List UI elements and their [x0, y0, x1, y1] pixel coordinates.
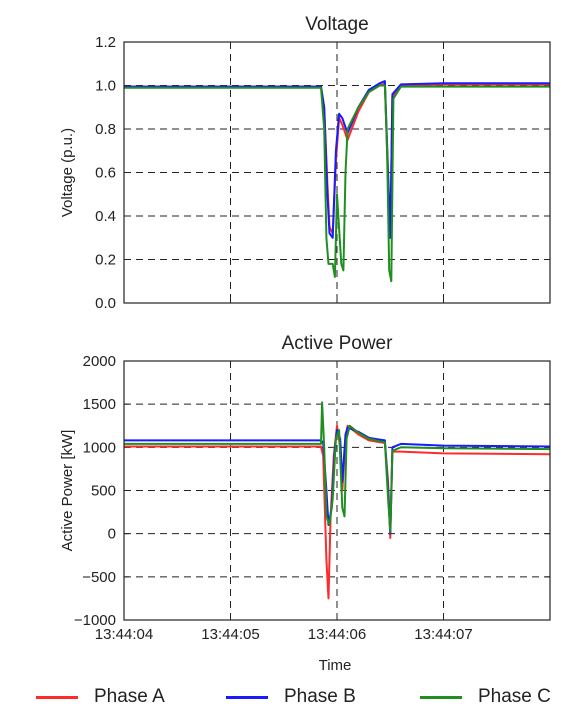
voltage-plot-frame — [123, 41, 551, 304]
legend-label-phase-a: Phase A — [94, 686, 165, 707]
voltage-ytick-label: 1.2 — [95, 34, 116, 51]
voltage-ytick-label: 0.6 — [95, 165, 116, 182]
legend-swatch-phase-c — [420, 695, 462, 699]
active-power-ytick-label: 1500 — [83, 396, 116, 413]
voltage-series-phase-c — [124, 84, 550, 283]
active-power-ytick-label: 500 — [91, 483, 116, 500]
voltage-ytick-label: 0.0 — [95, 295, 116, 312]
legend-label-phase-c: Phase C — [478, 686, 551, 707]
voltage-title: Voltage — [305, 14, 368, 35]
active-power-xtick-label: 13:44:06 — [308, 626, 366, 643]
legend-label-phase-b: Phase B — [284, 686, 356, 707]
voltage-ytick-label: 1.0 — [95, 78, 116, 95]
legend-swatch-phase-a — [36, 695, 78, 699]
active-power-ytick-label: 1000 — [83, 439, 116, 456]
active-power-xtick-label: 13:44:05 — [201, 626, 259, 643]
active-power-title: Active Power — [282, 333, 394, 354]
active-power-ytick-label: −1000 — [74, 612, 116, 629]
active-power-ytick-label: −500 — [82, 569, 116, 586]
voltage-ytick-label: 0.2 — [95, 252, 116, 269]
active-power-ytick-label: 2000 — [83, 353, 116, 370]
active-power-ytick-label: 0 — [108, 526, 116, 543]
voltage-ytick-label: 0.4 — [95, 208, 116, 225]
active-power-xtick-label: 13:44:04 — [95, 626, 153, 643]
active-power-xtick-label: 13:44:07 — [414, 626, 472, 643]
active-power-ylabel: Active Power [kW] — [59, 430, 76, 552]
voltage-ytick-label: 0.8 — [95, 121, 116, 138]
legend-item-phase-a: Phase A — [36, 683, 165, 711]
voltage-ylabel: Voltage (p.u.) — [59, 128, 76, 217]
active-power-series-phase-c — [124, 401, 551, 533]
legend-swatch-phase-b — [226, 695, 268, 699]
active-power-plot-frame — [123, 360, 551, 621]
legend: Phase A Phase B Phase C — [0, 683, 580, 711]
figure: 0.0 0.2 0.4 0.6 0.8 1.0 1.2 Voltage Voltage (p.u… — [59, 14, 551, 674]
legend-item-phase-c: Phase C — [420, 683, 551, 711]
legend-item-phase-b: Phase B — [226, 683, 356, 711]
active-power-xlabel: Time — [319, 657, 352, 674]
